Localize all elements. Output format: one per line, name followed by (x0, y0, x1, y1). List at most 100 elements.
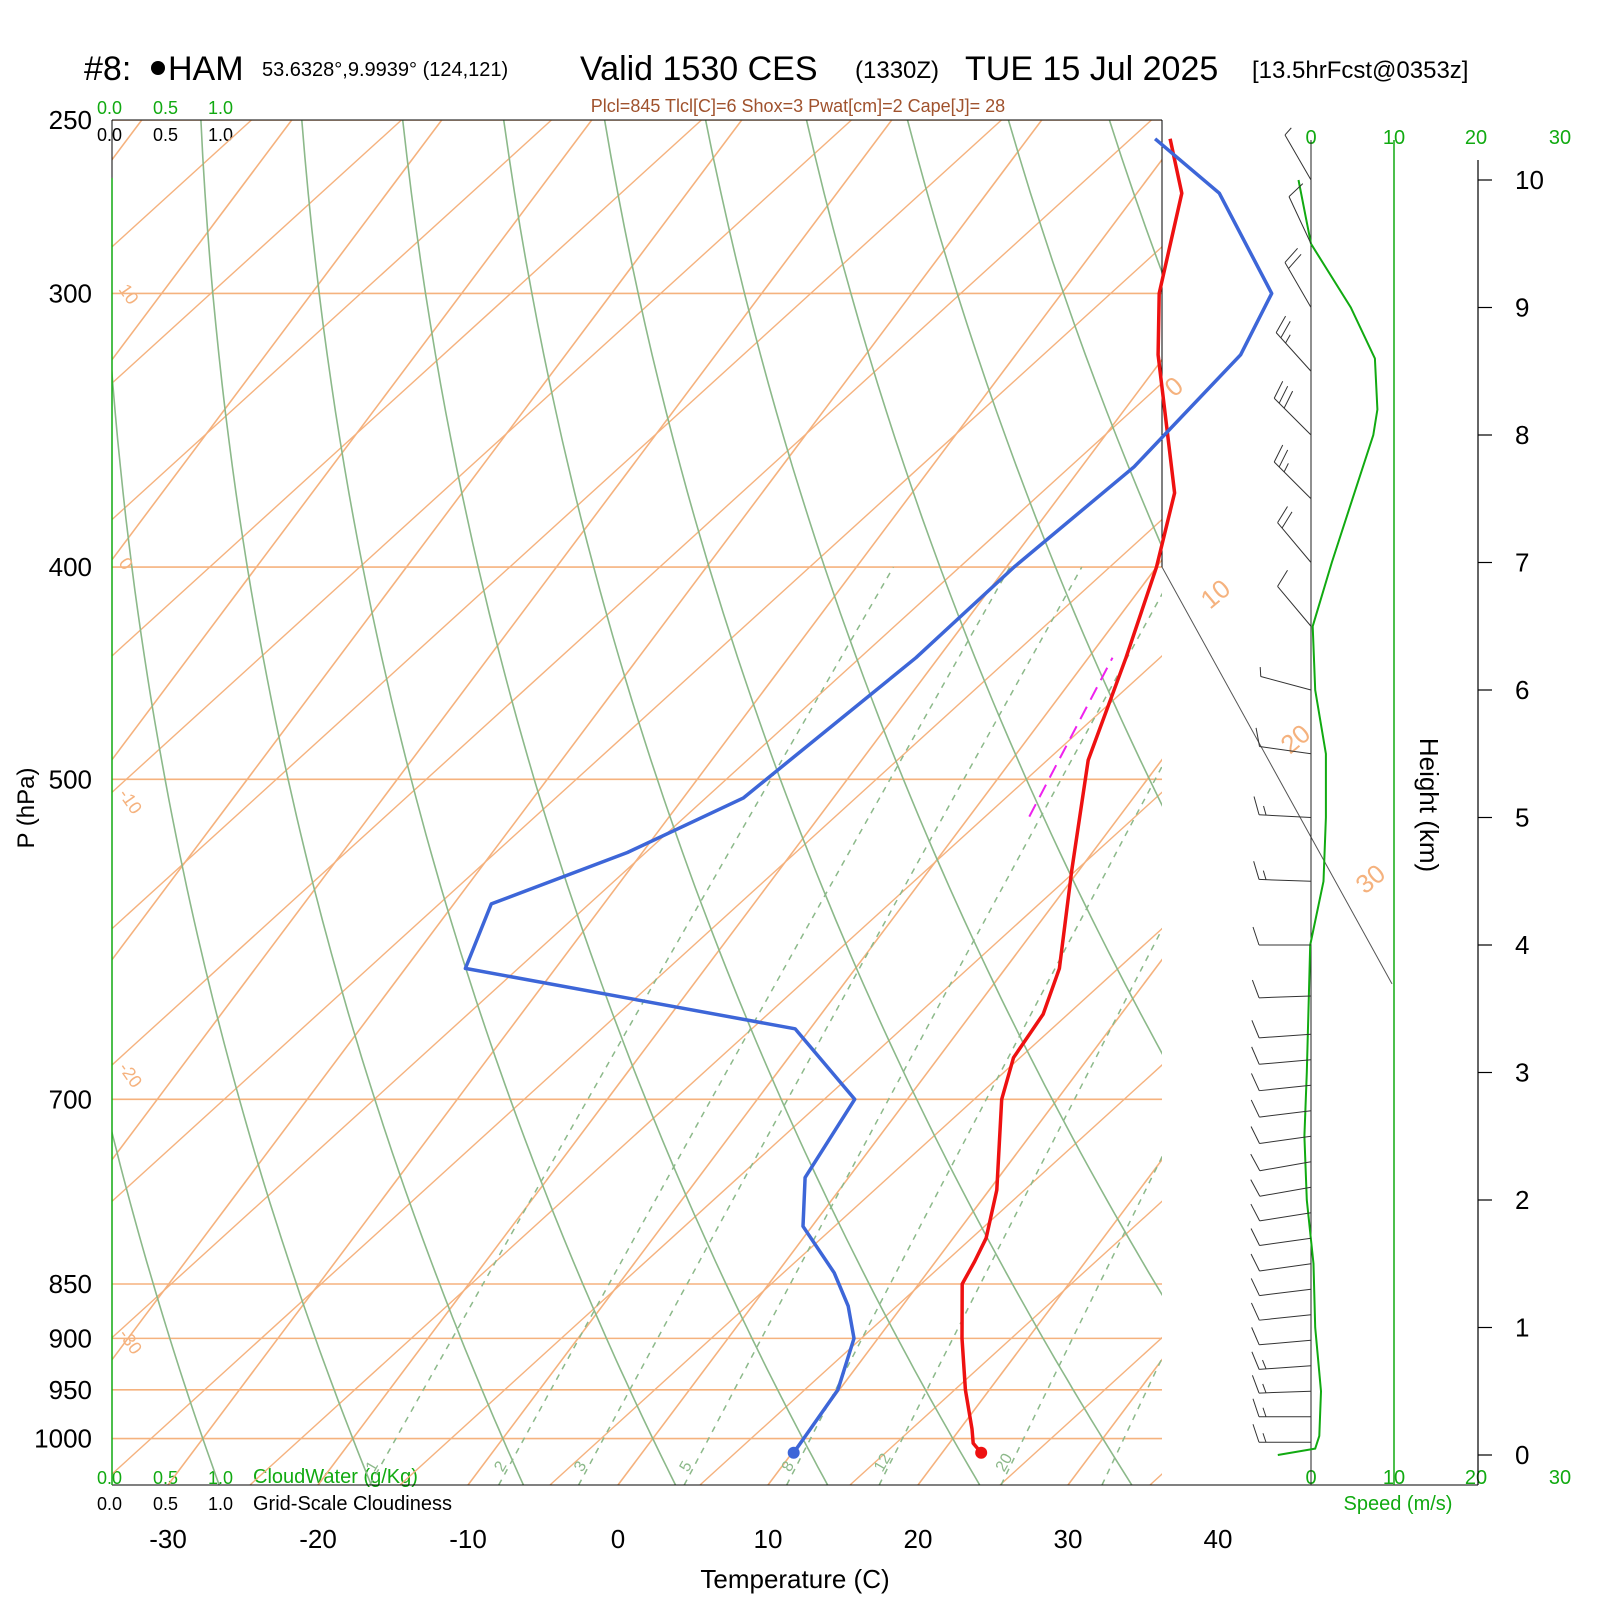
cloudwater-tick-top-0: 0.0 (97, 98, 122, 118)
wind-barb (1284, 127, 1312, 181)
isotherm-line (767, 958, 1162, 1485)
wind-barb-feather (1273, 444, 1284, 463)
cloudiness-tick-bottom-1: 0.5 (153, 1494, 178, 1514)
valid-date: TUE 15 Jul 2025 (965, 50, 1218, 88)
diagram-background-lines (112, 120, 1600, 1485)
wind-barb-feather (1250, 1278, 1260, 1296)
wind-barb-feather (1278, 449, 1289, 468)
wind-barb-feather (1251, 1351, 1260, 1370)
wind-barb (1251, 1046, 1312, 1065)
wind-barb-half-feather (1262, 1407, 1267, 1417)
height-axis-title: Height (km) (1414, 738, 1444, 872)
wind-barb-staff (1259, 878, 1312, 882)
isotherm-line (112, 120, 593, 761)
pressure-tick-label: 1000 (34, 1424, 92, 1454)
reference-line (999, 1336, 1162, 1485)
wind-barb-half-feather (1284, 127, 1292, 136)
wind-barb (1250, 1278, 1312, 1297)
wind-barb-feather (1251, 1020, 1260, 1039)
station-dot-icon (151, 61, 165, 75)
wind-barb (1251, 979, 1312, 999)
isotherm-line (112, 120, 893, 1161)
temperature-tick-label: 30 (1054, 1524, 1083, 1554)
cloudiness-label: Grid-Scale Cloudiness (253, 1493, 452, 1515)
forecast-info: [13.5hrFcst@0353z] (1252, 57, 1468, 84)
pressure-tick-label: 700 (49, 1084, 92, 1114)
reference-line (112, 120, 852, 794)
dry-adiabat (502, 120, 981, 1485)
wind-barb (1250, 1302, 1312, 1321)
wind-barb-staff (1259, 1186, 1312, 1197)
isotherm-label-left: 0 (115, 554, 137, 574)
cloudwater-tick-top-2: 1.0 (208, 98, 233, 118)
mixing-ratio-lines (369, 566, 1600, 1485)
isotherm-line (167, 158, 1162, 1485)
wind-barb-staff (1259, 995, 1312, 999)
y-axis-title: P (hPa) (13, 768, 40, 849)
dewpoint-line (463, 137, 1274, 1454)
wind-barb-feather (1250, 1228, 1260, 1246)
reference-line (249, 654, 1162, 1485)
wind-barb (1251, 1375, 1312, 1394)
cloudiness-tick-bottom-0: 0.0 (97, 1494, 122, 1514)
wind-barb-half-feather (1285, 334, 1291, 344)
wind-barb (1252, 1398, 1311, 1418)
wind-barb-feather (1280, 321, 1291, 339)
wind-barb-staff (1275, 332, 1312, 372)
wind-barb (1255, 727, 1312, 755)
wind-barb-half-feather (1262, 1433, 1267, 1443)
temperature-tick-label: 10 (754, 1524, 783, 1554)
mixing-ratio-line (683, 592, 1162, 1485)
mixing-ratio-label: 8 (779, 1458, 798, 1474)
dry-adiabat (704, 120, 1162, 1297)
mixing-ratio-line (369, 566, 895, 1485)
wind-barb-feather (1250, 1179, 1261, 1197)
wind-barb-feather (1250, 1099, 1260, 1118)
wind-barb-staff (1273, 461, 1312, 500)
wind-barb-feather (1288, 254, 1302, 269)
mixing-ratio-label: 2 (491, 1458, 510, 1474)
cloudiness-tick-bottom-2: 1.0 (208, 1494, 233, 1514)
wind-barb-feather (1250, 1253, 1260, 1272)
wind-barb-staff (1259, 1110, 1312, 1118)
dry-adiabat (112, 1129, 220, 1485)
reference-line (549, 927, 1162, 1485)
wind-barb-staff (1259, 1059, 1312, 1065)
wind-barb-feather (1281, 511, 1293, 529)
dry-adiabat (1311, 120, 1600, 1485)
height-tick-label: 10 (1515, 165, 1544, 195)
wind-barb-feather (1252, 1424, 1260, 1443)
wind-barb-staff (1259, 1135, 1312, 1144)
reference-line (112, 120, 1002, 930)
mixing-ratio-line (1101, 1356, 1162, 1485)
wind-barb (1273, 381, 1312, 436)
speed-tick-top-0: 0 (1305, 127, 1316, 149)
dry-adiabat (200, 120, 525, 1485)
isotherm-line (112, 120, 743, 961)
mixing-ratio-line (1206, 567, 1600, 1485)
height-tick-label: 9 (1515, 293, 1529, 323)
dry-adiabat (1007, 120, 1162, 549)
isotherm-line (1218, 120, 1600, 1485)
wind-barb-feather (1253, 861, 1260, 880)
wind-barb-staff (1259, 1339, 1312, 1346)
speed-tick-bottom-2: 20 (1465, 1467, 1487, 1489)
wind-barb (1253, 861, 1312, 882)
cloudiness-tick-top-0: 0.0 (97, 125, 122, 145)
wind-barb-staff (1259, 1237, 1312, 1246)
wind-barb-staff (1259, 1084, 1312, 1092)
isotherm-line (467, 558, 1162, 1485)
frame-diagonal (1161, 566, 1393, 985)
mixing-ratio-line (577, 566, 1083, 1485)
wind-barb-staff (1259, 1390, 1312, 1394)
wind-barb-feather (1251, 1375, 1260, 1394)
mixing-ratio-label: 12 (871, 1451, 895, 1475)
reference-line (112, 120, 1152, 1066)
isotherm-label-right: 10 (1195, 573, 1236, 615)
isotherm-label-right: 30 (1350, 858, 1391, 900)
wind-barb-feather (1251, 1046, 1260, 1065)
isotherm-label-left: -20 (115, 1059, 146, 1092)
height-tick-label: 7 (1515, 548, 1529, 578)
cloudiness-tick-top-2: 1.0 (208, 125, 233, 145)
wind-barb (1251, 1327, 1312, 1346)
